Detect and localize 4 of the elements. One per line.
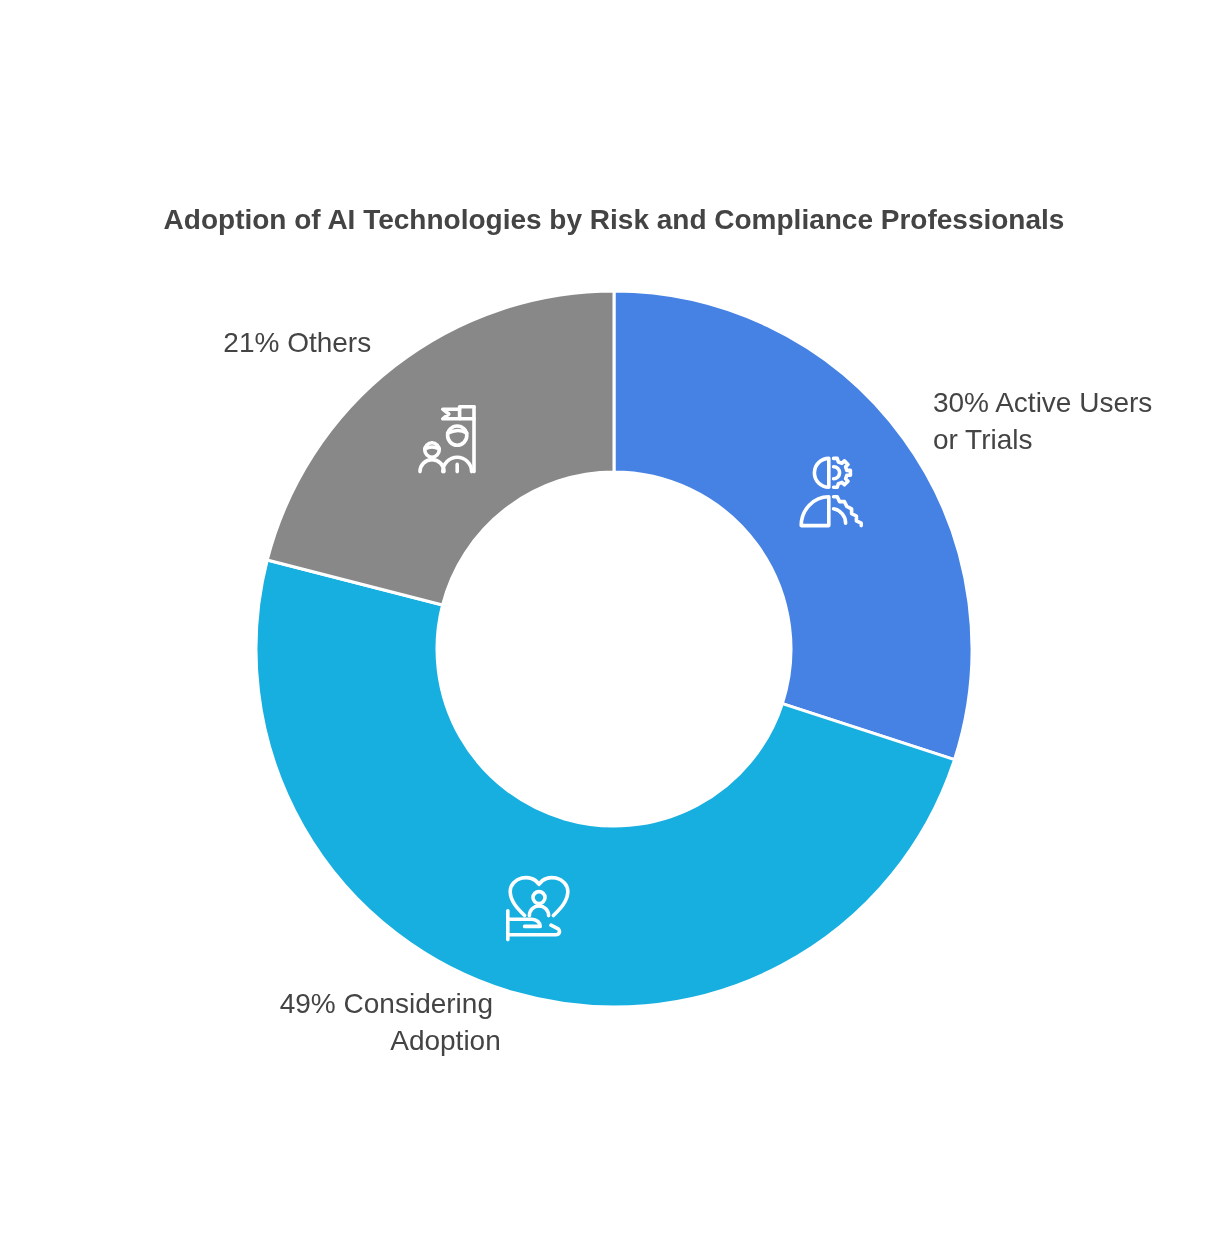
slice-label: 21% Others [223, 326, 372, 358]
slice-label: 49% Considering Adoption [279, 987, 501, 1056]
chart-title: Adoption of AI Technologies by Risk and Compliance Professionals [163, 203, 1065, 235]
slice-label: 30% Active Users or Trials [932, 386, 1161, 455]
